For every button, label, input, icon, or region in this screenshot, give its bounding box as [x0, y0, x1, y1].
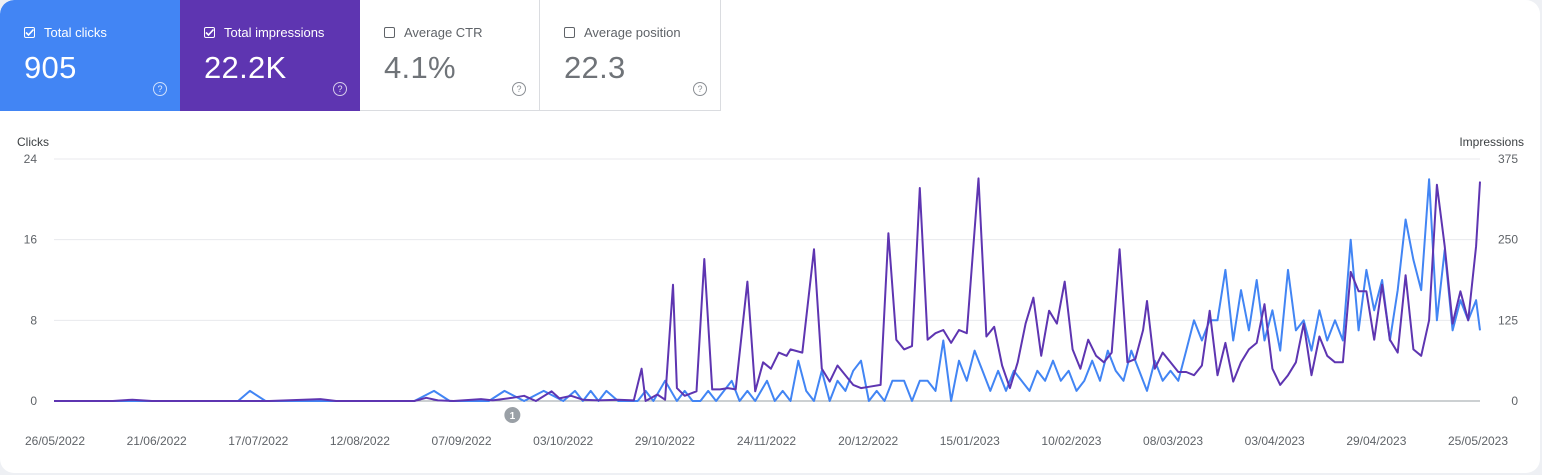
help-icon[interactable]: ? — [153, 82, 167, 96]
average-position-label: Average position — [584, 25, 681, 40]
y-left-tick-label: 24 — [24, 152, 38, 166]
help-icon[interactable]: ? — [693, 82, 707, 96]
total-clicks-value: 905 — [24, 50, 77, 85]
annotation-label: 1 — [510, 411, 516, 422]
x-tick-label: 25/05/2023 — [1448, 434, 1508, 448]
help-icon[interactable]: ? — [333, 82, 347, 96]
y-right-tick-label: 250 — [1498, 233, 1518, 247]
y-left-axis-title: Clicks — [17, 135, 49, 149]
total-impressions-checkbox[interactable] — [204, 27, 215, 38]
total-impressions-label: Total impressions — [224, 25, 325, 40]
y-right-tick-label: 0 — [1511, 394, 1518, 408]
x-tick-label: 17/07/2022 — [228, 434, 288, 448]
x-tick-label: 07/09/2022 — [432, 434, 492, 448]
checkmark-icon — [205, 28, 215, 37]
y-right-tick-label: 125 — [1498, 313, 1518, 327]
y-left-tick-label: 8 — [30, 313, 37, 327]
average-position-value: 22.3 — [564, 50, 626, 85]
x-tick-label: 29/10/2022 — [635, 434, 695, 448]
x-tick-label: 08/03/2023 — [1143, 434, 1203, 448]
average-ctr-label: Average CTR — [404, 25, 483, 40]
y-right-axis-title: Impressions — [1459, 135, 1524, 149]
impressions-series-line — [54, 177, 1481, 402]
x-tick-label: 15/01/2023 — [940, 434, 1000, 448]
total-impressions-value: 22.2K — [204, 50, 287, 85]
checkmark-icon — [25, 28, 35, 37]
help-icon[interactable]: ? — [512, 82, 526, 96]
y-right-tick-label: 375 — [1498, 152, 1518, 166]
average-ctr-value: 4.1% — [384, 50, 456, 85]
average-ctr-card[interactable]: Average CTR 4.1% ? — [360, 0, 540, 111]
x-tick-label: 29/04/2023 — [1346, 434, 1406, 448]
total-clicks-card[interactable]: Total clicks 905 ? — [0, 0, 180, 111]
x-tick-label: 12/08/2022 — [330, 434, 390, 448]
x-tick-label: 03/10/2022 — [533, 434, 593, 448]
x-tick-label: 26/05/2022 — [25, 434, 85, 448]
clicks-series-line — [54, 178, 1481, 402]
metric-cards: Total clicks 905 ? Total impressions 22.… — [0, 0, 721, 111]
average-position-checkbox[interactable] — [564, 27, 575, 38]
total-clicks-checkbox[interactable] — [24, 27, 35, 38]
total-clicks-label: Total clicks — [44, 25, 107, 40]
average-ctr-checkbox[interactable] — [384, 27, 395, 38]
x-tick-label: 10/02/2023 — [1041, 434, 1101, 448]
total-impressions-card[interactable]: Total impressions 22.2K ? — [180, 0, 360, 111]
x-tick-label: 03/04/2023 — [1245, 434, 1305, 448]
x-tick-label: 20/12/2022 — [838, 434, 898, 448]
average-position-card[interactable]: Average position 22.3 ? — [540, 0, 721, 111]
y-left-tick-label: 16 — [24, 233, 38, 247]
annotation-marker[interactable] — [504, 407, 521, 423]
x-tick-label: 24/11/2022 — [737, 434, 796, 448]
y-left-tick-label: 0 — [30, 394, 37, 408]
x-tick-label: 21/06/2022 — [127, 434, 187, 448]
